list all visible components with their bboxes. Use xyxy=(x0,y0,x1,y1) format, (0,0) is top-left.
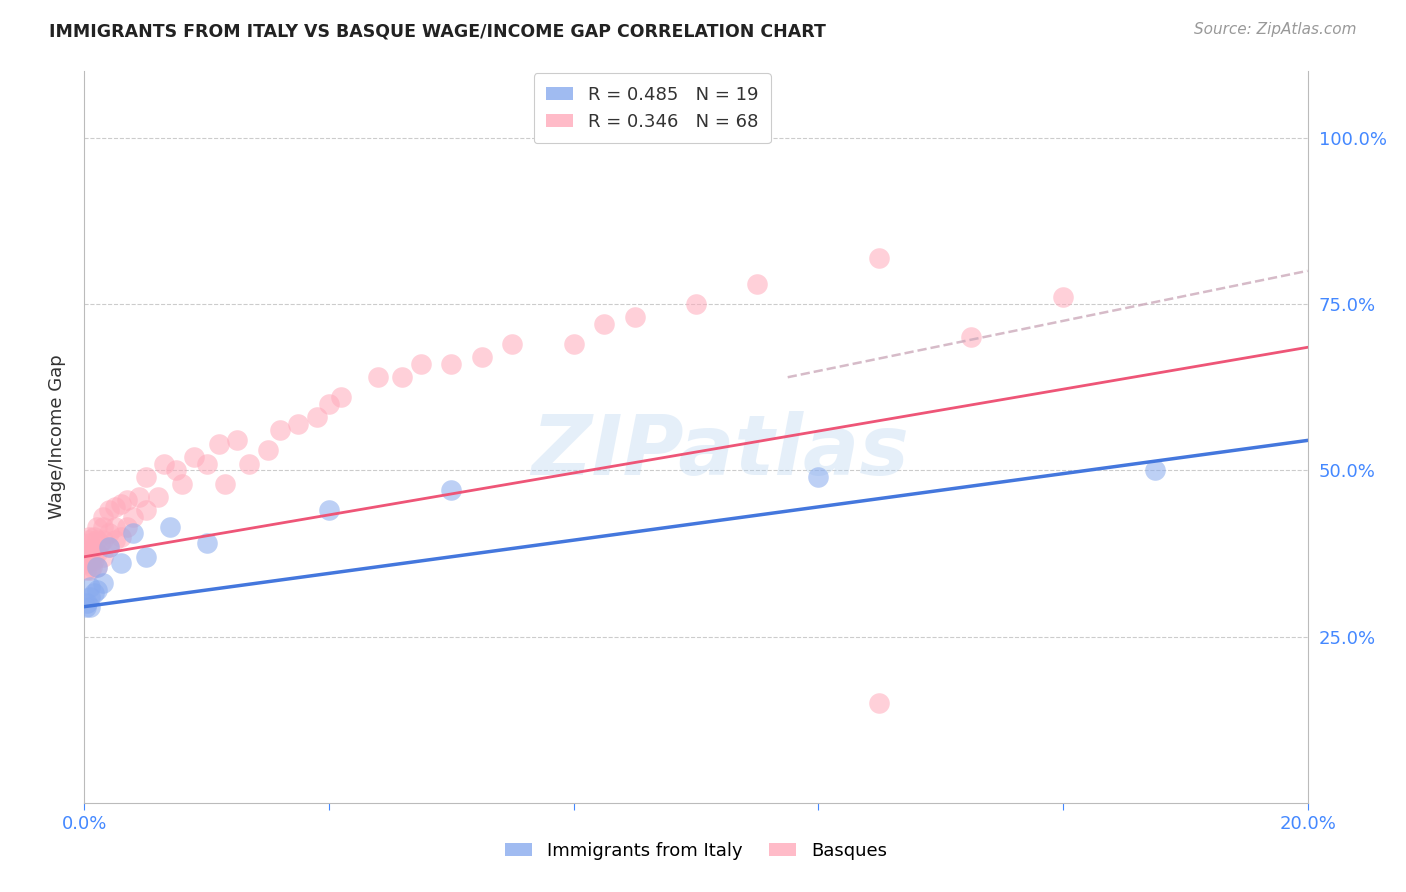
Point xyxy=(83,553,105,567)
Point xyxy=(97,503,120,517)
Point xyxy=(104,533,127,548)
Point xyxy=(79,599,101,614)
Point xyxy=(122,509,145,524)
Point xyxy=(869,696,891,710)
Point xyxy=(440,357,463,371)
Point xyxy=(79,536,101,550)
Point xyxy=(135,470,157,484)
Point xyxy=(83,530,105,544)
Point xyxy=(226,434,249,448)
Point xyxy=(97,540,120,554)
Point xyxy=(195,536,218,550)
Point xyxy=(79,553,101,567)
Point xyxy=(128,490,150,504)
Point xyxy=(269,424,291,438)
Point xyxy=(104,500,127,514)
Point xyxy=(86,559,108,574)
Point xyxy=(83,586,105,600)
Point xyxy=(135,549,157,564)
Point xyxy=(165,463,187,477)
Point xyxy=(807,470,830,484)
Point xyxy=(79,563,101,577)
Point xyxy=(502,337,524,351)
Point xyxy=(1052,290,1074,304)
Point xyxy=(562,337,585,351)
Y-axis label: Wage/Income Gap: Wage/Income Gap xyxy=(48,355,66,519)
Point xyxy=(195,457,218,471)
Point xyxy=(135,503,157,517)
Point xyxy=(86,533,108,548)
Point xyxy=(318,397,340,411)
Point xyxy=(257,443,280,458)
Point xyxy=(1143,463,1166,477)
Point xyxy=(91,549,114,564)
Text: ZIPatlas: ZIPatlas xyxy=(531,411,910,492)
Text: IMMIGRANTS FROM ITALY VS BASQUE WAGE/INCOME GAP CORRELATION CHART: IMMIGRANTS FROM ITALY VS BASQUE WAGE/INC… xyxy=(49,22,827,40)
Point xyxy=(153,457,176,471)
Text: Source: ZipAtlas.com: Source: ZipAtlas.com xyxy=(1194,22,1357,37)
Point xyxy=(77,533,100,548)
Point xyxy=(409,357,432,371)
Point xyxy=(77,530,100,544)
Point xyxy=(89,536,111,550)
Point xyxy=(214,476,236,491)
Point xyxy=(391,370,413,384)
Point xyxy=(440,483,463,498)
Point xyxy=(91,520,114,534)
Point xyxy=(367,370,389,384)
Point xyxy=(172,476,194,491)
Point xyxy=(77,546,100,560)
Point xyxy=(208,436,231,450)
Point xyxy=(238,457,260,471)
Point xyxy=(747,277,769,292)
Point xyxy=(86,559,108,574)
Point xyxy=(75,549,97,564)
Point xyxy=(76,557,98,571)
Point xyxy=(110,557,132,571)
Point xyxy=(159,520,181,534)
Point xyxy=(91,509,114,524)
Point xyxy=(75,563,97,577)
Point xyxy=(318,503,340,517)
Point xyxy=(110,530,132,544)
Point xyxy=(97,540,120,554)
Point xyxy=(86,546,108,560)
Point xyxy=(869,251,891,265)
Point xyxy=(75,599,97,614)
Point xyxy=(624,310,647,325)
Point xyxy=(82,543,104,558)
Point xyxy=(79,590,101,604)
Point xyxy=(110,497,132,511)
Point xyxy=(471,351,494,365)
Point xyxy=(76,543,98,558)
Point xyxy=(91,576,114,591)
Point xyxy=(91,533,114,548)
Point xyxy=(960,330,983,344)
Point xyxy=(593,317,616,331)
Point xyxy=(305,410,328,425)
Point xyxy=(146,490,169,504)
Legend: Immigrants from Italy, Basques: Immigrants from Italy, Basques xyxy=(498,835,894,867)
Point xyxy=(86,582,108,597)
Point xyxy=(86,520,108,534)
Point xyxy=(685,297,707,311)
Point xyxy=(115,520,138,534)
Point xyxy=(115,493,138,508)
Point xyxy=(287,417,309,431)
Point xyxy=(104,520,127,534)
Point xyxy=(97,526,120,541)
Point xyxy=(79,580,101,594)
Point xyxy=(76,596,98,610)
Point xyxy=(183,450,205,464)
Point xyxy=(122,526,145,541)
Point xyxy=(80,559,103,574)
Point xyxy=(330,390,353,404)
